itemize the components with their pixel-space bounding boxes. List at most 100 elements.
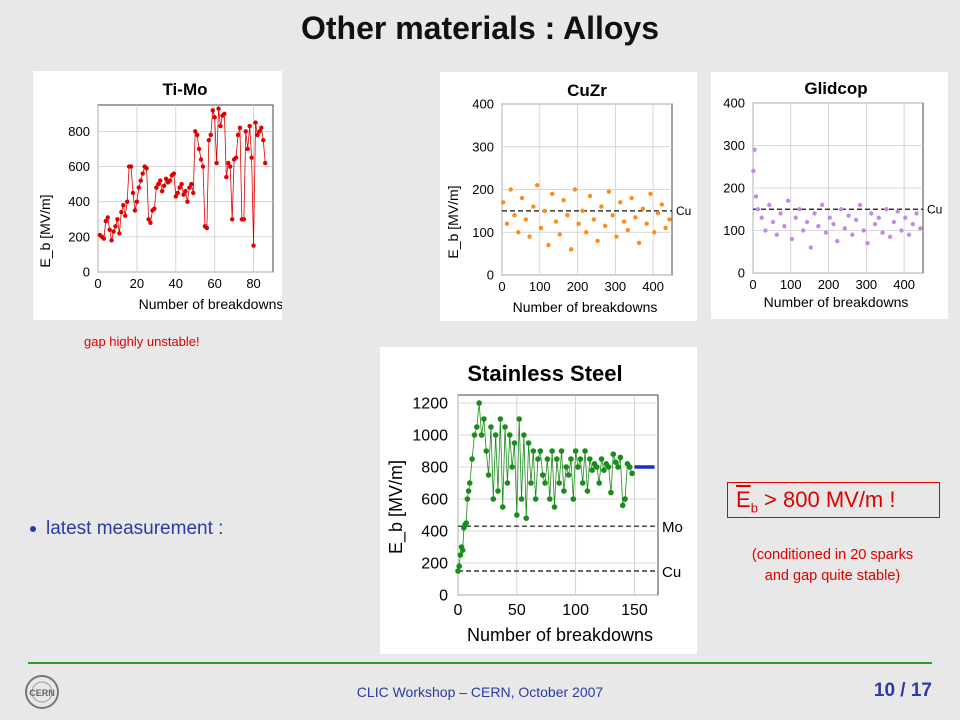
chart-glidcop: Glidcop Number of breakdowns 0 100 200 300 4… (723, 79, 942, 310)
data-point (504, 480, 511, 486)
data-point (511, 440, 518, 446)
data-point (519, 195, 525, 201)
data-point (861, 228, 866, 233)
data-point (478, 432, 485, 438)
unstable-note: gap highly unstable! (84, 334, 200, 349)
data-point (206, 137, 212, 143)
x-tick-label: 0 (749, 277, 756, 292)
data-point (504, 221, 510, 226)
data-point (570, 496, 577, 502)
data-point (111, 229, 116, 234)
data-point (587, 193, 593, 199)
data-point (167, 178, 173, 183)
data-point (605, 464, 612, 470)
result-box: Eb > 800 MV/m ! (727, 482, 940, 518)
data-point (612, 459, 619, 465)
y-tick-label: 400 (723, 96, 745, 111)
data-point (558, 448, 565, 454)
y-tick-label: 800 (421, 460, 448, 477)
data-point (602, 223, 608, 229)
data-point (644, 221, 649, 226)
data-point (200, 164, 206, 169)
data-point (591, 217, 596, 222)
data-point (130, 190, 136, 196)
data-point (216, 106, 221, 111)
chart-title: Stainless Steel (467, 361, 622, 386)
data-point (185, 199, 190, 204)
data-point (459, 547, 466, 553)
data-point (485, 472, 492, 478)
y-tick-label: 100 (723, 223, 745, 238)
data-point (553, 219, 559, 224)
data-point (827, 215, 832, 220)
y-axis-label: E_b [MV/m] (445, 185, 461, 258)
data-point (561, 488, 567, 494)
data-point (516, 230, 521, 235)
data-point (918, 226, 923, 231)
data-point (891, 219, 897, 225)
data-point (617, 454, 624, 461)
data-point (181, 192, 186, 197)
data-point (488, 424, 494, 430)
data-point (527, 234, 532, 239)
data-point (233, 155, 239, 160)
data-point (243, 129, 248, 134)
data-point (808, 245, 813, 250)
y-axis-label: E_b [MV/m] (37, 194, 53, 267)
data-point (568, 456, 574, 462)
data-point (850, 232, 855, 237)
data-point (753, 194, 759, 199)
data-point (906, 232, 912, 237)
chart-panel-cuzr: CuZr Number of breakdowns E_b [MV/m] 0 10… (440, 72, 697, 321)
data-point (610, 451, 617, 457)
chart-stainless-steel: Stainless Steel Number of breakdowns E_b… (386, 361, 683, 645)
data-point (595, 238, 600, 243)
y-tick-label: 600 (68, 159, 90, 174)
data-point (584, 230, 589, 235)
data-point (659, 202, 664, 207)
data-point (245, 146, 250, 152)
data-point (263, 160, 268, 166)
data-point (518, 496, 525, 502)
data-point (629, 470, 635, 477)
data-point (572, 187, 578, 192)
y-tick-label: 0 (738, 266, 745, 281)
reference-line-label: Cu (927, 202, 942, 216)
chart-panel-glidcop: Glidcop Number of breakdowns 0 100 200 300 4… (711, 72, 948, 319)
data-point (456, 563, 462, 569)
data-point (835, 238, 840, 244)
series-line (99, 108, 266, 246)
data-point (621, 219, 627, 224)
data-point (663, 225, 668, 231)
data-point (523, 515, 530, 521)
data-point (556, 480, 562, 486)
data-point (204, 225, 210, 231)
data-point (259, 125, 264, 131)
chart-title: CuZr (567, 81, 607, 100)
reference-line-label: Cu (662, 564, 681, 581)
data-point (667, 217, 672, 222)
y-tick-label: 400 (472, 97, 494, 112)
data-point (751, 168, 756, 174)
data-point (880, 230, 885, 235)
data-point (154, 185, 159, 190)
data-point (608, 489, 614, 496)
data-point (249, 155, 254, 160)
data-point (257, 129, 262, 134)
chart-title: Ti-Mo (162, 80, 207, 99)
data-point (115, 217, 120, 222)
data-point (177, 185, 182, 190)
data-point (544, 456, 551, 462)
data-point (789, 236, 795, 242)
data-point (618, 200, 623, 205)
data-point (797, 207, 802, 212)
data-point (136, 185, 142, 190)
x-tick-label: 400 (642, 279, 664, 294)
data-point (163, 176, 169, 182)
data-point (565, 472, 572, 478)
data-point (466, 480, 473, 486)
plot-frame (97, 104, 274, 273)
data-point (119, 210, 124, 215)
y-tick-label: 0 (439, 588, 448, 605)
data-point (194, 132, 200, 138)
